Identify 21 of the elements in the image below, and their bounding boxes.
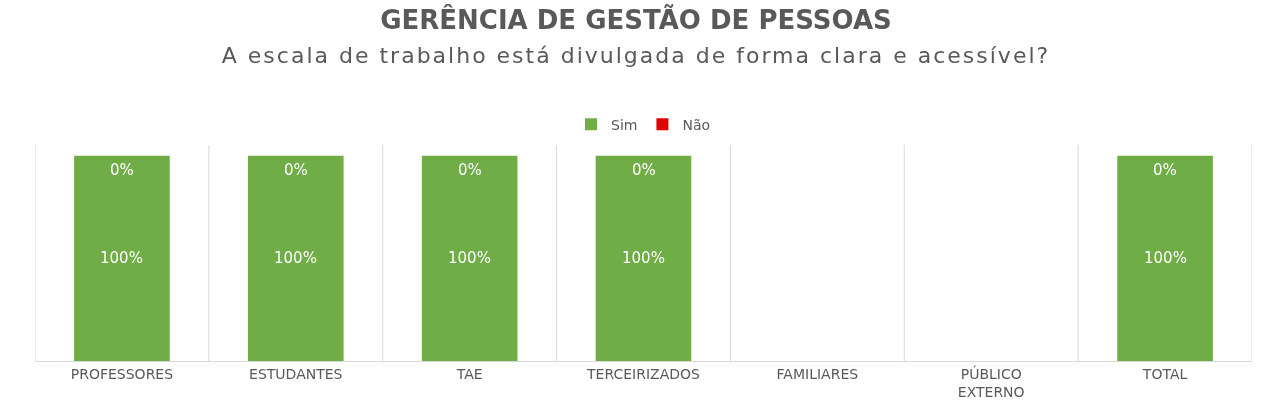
chart-title: GERÊNCIA DE GESTÃO DE PESSOAS: [380, 4, 892, 36]
data-label: 0%: [1153, 161, 1177, 179]
x-tick-label: TERCEIRIZADOS: [586, 365, 701, 382]
x-tick-label: PÚBLICO EXTERNO: [957, 364, 1025, 400]
x-tick-label: FAMILIARES: [776, 365, 859, 382]
x-tick-label: ESTUDANTES: [249, 365, 343, 382]
data-label: 0%: [632, 161, 656, 179]
chart-subtitle: A escala de trabalho está divulgada de forma clara e acessível?: [221, 42, 1051, 68]
data-label: 100%: [1144, 249, 1187, 267]
data-label: 0%: [458, 161, 482, 179]
legend-label: Não: [682, 116, 711, 133]
data-label: 0%: [284, 161, 308, 179]
data-label: 100%: [448, 249, 491, 267]
data-label: 0%: [110, 161, 134, 179]
data-label: 100%: [274, 249, 317, 267]
x-tick-label: PROFESSORES: [70, 365, 174, 382]
data-label: 100%: [100, 249, 143, 267]
legend-label: Sim: [611, 116, 638, 133]
data-label: 100%: [622, 249, 665, 267]
x-tick-label: TAE: [455, 365, 483, 382]
x-tick-label: TOTAL: [1141, 365, 1188, 382]
